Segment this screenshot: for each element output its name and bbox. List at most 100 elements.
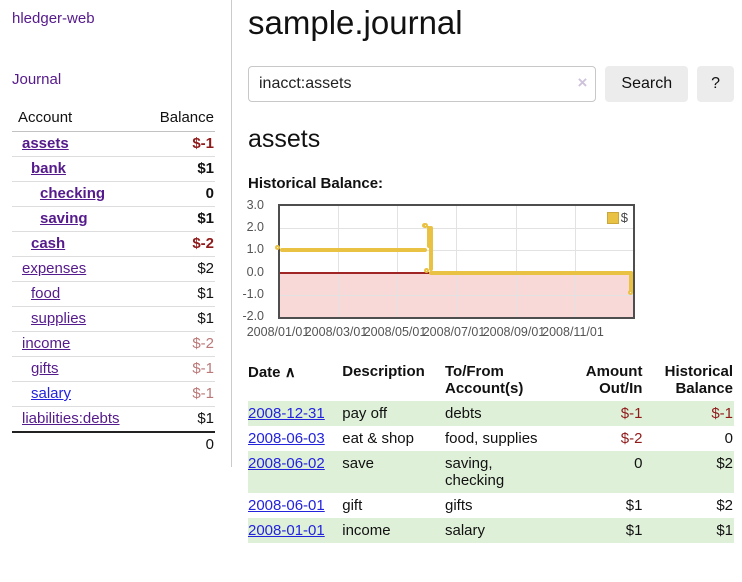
series-segment [428, 270, 633, 275]
account-link[interactable]: saving [40, 210, 88, 227]
account-balance: $-1 [192, 135, 214, 152]
account-link[interactable]: food [31, 285, 61, 302]
legend-label: $ [620, 210, 628, 225]
account-link[interactable]: liabilities:debts [22, 410, 120, 427]
accounts-table: Account Balance assets $-1 bank $1 checking 0… [12, 105, 215, 457]
register-header-accounts: To/From Account(s) [444, 363, 524, 397]
account-balance: $1 [141, 281, 215, 307]
account-row: assets $-1 [12, 132, 215, 157]
chart-legend: $ [605, 209, 629, 226]
date-link[interactable]: 2008-01-01 [248, 522, 325, 539]
account-name-cell: bank [12, 156, 142, 182]
date-link[interactable]: 2008-06-02 [248, 455, 325, 472]
account-balance: 0 [141, 181, 215, 207]
account-row: saving $1 [12, 206, 215, 232]
date-cell: 2008-06-02 [248, 451, 342, 493]
series-segment [427, 226, 428, 231]
account-link[interactable]: checking [40, 185, 106, 202]
account-link[interactable]: gifts [31, 360, 59, 377]
gridline-vertical [338, 206, 340, 317]
search-box: × [248, 66, 597, 102]
app-title-link[interactable]: hledger-web [12, 10, 95, 27]
plot-area: $ [275, 204, 635, 319]
account-link[interactable]: expenses [22, 260, 87, 277]
accounts-cell: saving, checking [444, 455, 505, 489]
account-row: liabilities:debts $1 [12, 406, 215, 432]
register-header-date[interactable]: Date ∧ [248, 361, 342, 401]
account-row: checking 0 [12, 181, 215, 207]
x-tick-label: 2008/03/01 [304, 325, 368, 339]
accounts-table-header-row: Account Balance [12, 105, 215, 132]
table-row: 2008-01-01 income salary $1 $1 [248, 518, 734, 543]
account-balance: $1 [141, 406, 215, 432]
gridline-horizontal [280, 250, 633, 252]
account-balance: $-2 [141, 231, 215, 257]
amount-cell: $-2 [620, 430, 643, 447]
balance-cell: $2 [716, 497, 733, 514]
account-balance: $1 [141, 156, 215, 182]
accounts-total-value: 0 [141, 431, 215, 457]
date-cell: 2008-06-03 [248, 426, 342, 451]
amount-cell: $1 [625, 522, 643, 539]
accounts-cell: food, supplies [444, 430, 538, 447]
clear-search-icon[interactable]: × [577, 73, 588, 92]
account-row: bank $1 [12, 156, 215, 182]
description-cell: income [342, 522, 391, 539]
account-link[interactable]: salary [31, 385, 72, 402]
search-button[interactable]: Search [605, 66, 689, 102]
accounts-header-balance: Balance [141, 105, 215, 132]
account-heading: assets [248, 125, 321, 153]
register-header-row: Date ∧ Description To/From Account(s) Am… [248, 361, 734, 401]
balance-cell: $-1 [711, 405, 733, 422]
accounts-cell: gifts [444, 497, 473, 514]
account-row: food $1 [12, 281, 215, 307]
amount-cell: $-1 [620, 405, 643, 422]
date-header-label: Date [248, 364, 281, 381]
account-name-cell: income [12, 331, 142, 357]
date-link[interactable]: 2008-06-01 [248, 497, 325, 514]
account-link[interactable]: income [22, 335, 71, 352]
series-segment [428, 226, 433, 271]
account-link[interactable]: assets [22, 135, 69, 152]
account-name-cell: saving [12, 206, 142, 232]
account-balance: $-1 [141, 381, 215, 407]
sidebar-item-journal[interactable]: Journal [12, 71, 62, 88]
account-name-cell: gifts [12, 356, 142, 382]
legend-swatch [606, 211, 619, 224]
app-title: hledger-web [12, 10, 215, 27]
sidebar-nav: Journal [12, 71, 215, 88]
account-row: expenses $2 [12, 256, 215, 282]
date-link[interactable]: 2008-06-03 [248, 430, 325, 447]
description-cell: pay off [342, 405, 388, 422]
data-point-marker [423, 267, 429, 273]
help-button[interactable]: ? [697, 66, 734, 102]
account-link[interactable]: bank [31, 160, 67, 177]
date-cell: 2008-01-01 [248, 518, 342, 543]
series-segment [629, 270, 633, 293]
account-name-cell: expenses [12, 256, 142, 282]
y-tick-label: 3.0 [246, 198, 264, 212]
y-tick-label: 1.0 [246, 242, 264, 257]
date-cell: 2008-12-31 [248, 401, 342, 426]
accounts-total-row: 0 [12, 431, 215, 457]
search-input[interactable] [248, 66, 597, 102]
accounts-table-body: assets $-1 bank $1 checking 0 saving $1 cash $-2 e… [12, 132, 215, 457]
table-row: 2008-12-31 pay off debts $-1 $-1 [248, 401, 734, 426]
y-tick-label: -2.0 [242, 309, 264, 323]
date-link[interactable]: 2008-12-31 [248, 405, 325, 422]
gridline-vertical [574, 206, 576, 317]
balance-cell: $2 [716, 455, 733, 472]
data-point-marker [275, 245, 280, 251]
account-name-cell: cash [12, 231, 142, 257]
y-tick-label: 0.0 [246, 264, 264, 279]
account-name-cell: checking [12, 181, 142, 207]
description-cell: gift [342, 497, 363, 514]
x-tick-label: 2008/07/01 [422, 325, 486, 339]
account-link[interactable]: supplies [31, 310, 87, 327]
data-point-marker [628, 289, 633, 295]
x-tick-label: 2008/01/01 [246, 325, 310, 339]
page-title: sample.journal [248, 4, 463, 41]
account-row: cash $-2 [12, 231, 215, 257]
account-link[interactable]: cash [31, 235, 66, 252]
account-balance: $1 [141, 206, 215, 232]
